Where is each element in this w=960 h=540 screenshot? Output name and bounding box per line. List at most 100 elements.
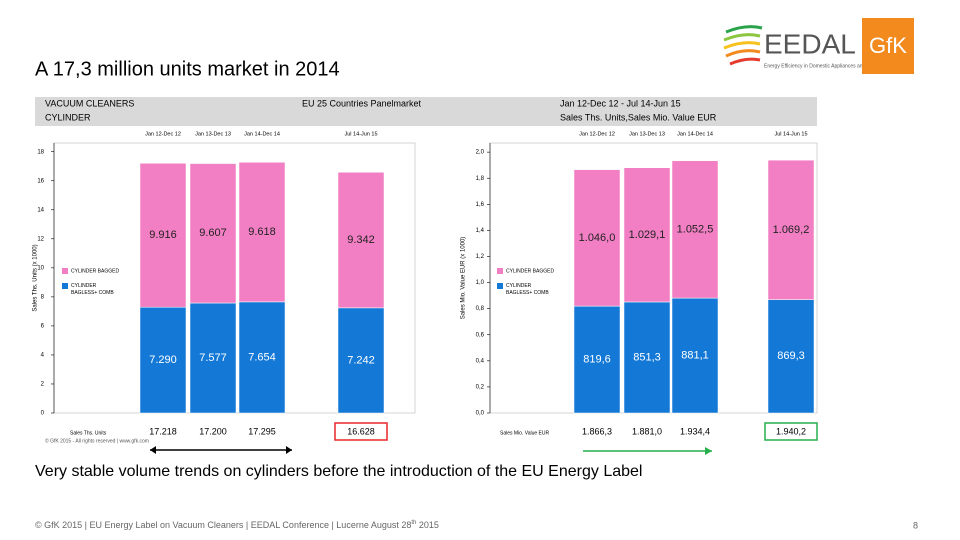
data-label: 9.916 [149,229,177,241]
y-tick-label: 6 [41,323,45,329]
data-label: 851,3 [633,351,661,363]
band-text: Jan 12-Dec 12 - Jul 14-Jun 15 [560,98,681,108]
data-label: 7.290 [149,354,177,366]
y-tick-label: 16 [37,178,44,184]
data-label: 1.029,1 [629,229,666,241]
data-label: 1.046,0 [579,232,616,244]
x-tick-label: Jan 14-Dec 14 [244,131,280,137]
gfk-text: GfK [869,33,907,58]
gfk-logo [862,18,914,74]
total-value: 1.934,4 [680,426,710,436]
data-label: 881,1 [681,349,709,361]
footer-sup: th [411,520,416,526]
data-label: 7.242 [347,354,375,366]
footer-end: 2015 [416,520,439,530]
data-label: 9.618 [248,226,276,238]
bar-segment [623,301,671,414]
legend-label: CYLINDER BAGLESS+ COMB [71,283,114,296]
total-value: 17.295 [248,426,276,436]
bar-segment [189,302,237,414]
legend-swatch [62,283,68,289]
arrow-head [705,447,712,455]
y-tick-label: 12 [37,236,44,242]
legend-label: CYLINDER BAGLESS+ COMB [506,283,549,296]
copyright: © GfK 2015 - All rights reserved | www.g… [45,437,149,444]
bar-segment [189,163,237,304]
y-tick-label: 14 [37,207,44,213]
legend-swatch [62,268,68,274]
data-label: 1.052,5 [677,223,714,235]
legend-swatch [497,268,503,274]
bar-segment [337,172,385,309]
data-label: 7.654 [248,351,276,363]
total-value: 1.940,2 [776,426,806,436]
data-label: 819,6 [583,353,611,365]
x-tick-label: Jan 13-Dec 13 [629,131,665,137]
total-value: 1.866,3 [582,426,612,436]
x-tick-label: Jan 14-Dec 14 [677,131,713,137]
legend-label: CYLINDER BAGGED [506,268,554,274]
eedal-subtext: Energy Efficiency in Domestic Appliances… [764,63,884,69]
bar-segment [139,162,187,308]
bar-segment [573,169,621,307]
data-label: 1.069,2 [773,224,810,236]
y-axis-title: Sales Mio. Value EUR (x 1000) [461,237,467,320]
slide-title: A 17,3 million units market in 2014 [35,58,340,80]
total-value: 17.200 [199,426,227,436]
x-tick-label: Jan 13-Dec 13 [195,131,231,137]
x-tick-label: Jul 14-Jun 15 [344,131,377,137]
x-tick-label: Jul 14-Jun 15 [774,131,807,137]
y-axis-title: Sales Ths. Units (x 1000) [33,244,39,311]
y-tick-label: 0,2 [476,384,485,390]
data-label: 7.577 [199,352,227,364]
subtitle: Very stable volume trends on cylinders b… [35,463,642,480]
y-tick-label: 1,2 [476,254,485,260]
y-tick-label: 0,6 [476,332,485,338]
bar-segment [238,301,286,414]
highlight-box [334,422,388,441]
y-tick-label: 10 [37,265,44,271]
band-text: VACUUM CLEANERS [45,98,134,108]
y-tick-label: 0 [41,411,45,417]
total-value: 17.218 [149,426,177,436]
y-tick-label: 8 [41,294,45,300]
eedal-text: EEDAL [764,28,856,59]
page-number: 8 [913,520,918,530]
y-tick-label: 2 [41,382,45,388]
header-band [35,97,817,126]
totals-label: Sales Ths. Units [70,430,107,436]
total-value: 16.628 [347,426,375,436]
data-label: 9.342 [347,234,375,246]
y-tick-label: 1,6 [476,202,485,208]
band-text: CYLINDER [45,112,91,122]
x-tick-label: Jan 12-Dec 12 [579,131,615,137]
y-tick-label: 0,0 [476,411,485,417]
bar-segment [623,167,671,303]
data-label: 9.607 [199,227,227,239]
bar-segment [337,307,385,414]
y-tick-label: 1,8 [476,176,485,182]
bar-segment [139,306,187,414]
totals-label: Sales Mio. Value EUR [500,430,549,436]
bar-segment [238,162,286,303]
y-tick-label: 4 [41,353,45,359]
bar-segment [671,160,719,299]
y-tick-label: 1,4 [476,228,485,234]
bar-segment [671,297,719,414]
y-tick-label: 1,0 [476,280,485,286]
legend-swatch [497,283,503,289]
eedal-logo: EEDAL Energy Efficiency in Domestic Appl… [723,25,884,69]
band-text: EU 25 Countries Panelmarket [302,98,422,108]
total-value: 1.881,0 [632,426,662,436]
band-text: Sales Ths. Units,Sales Mio. Value EUR [560,112,717,122]
y-tick-label: 18 [37,149,44,155]
bar-segment [767,159,815,300]
y-tick-label: 2,0 [476,150,485,156]
footer-text: © GfK 2015 | EU Energy Label on Vacuum C… [35,520,411,530]
footer: © GfK 2015 | EU Energy Label on Vacuum C… [35,520,439,531]
highlight-box [764,422,818,441]
y-tick-label: 0,8 [476,306,485,312]
data-label: 869,3 [777,350,805,362]
x-tick-label: Jan 12-Dec 12 [145,131,181,137]
